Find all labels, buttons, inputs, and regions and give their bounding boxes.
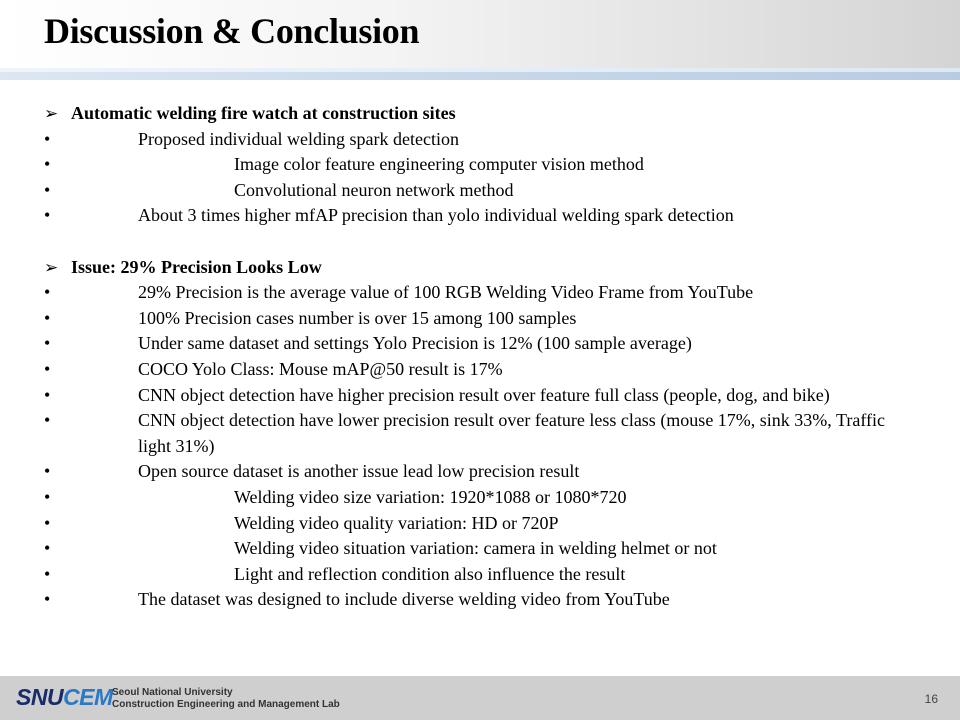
list-item-text: Welding video quality variation: HD or 7… bbox=[234, 512, 559, 533]
slide-body: ➢ Automatic welding fire watch at constr… bbox=[0, 101, 960, 613]
list-item-text: Proposed individual welding spark detect… bbox=[138, 128, 459, 149]
list-item: • The dataset was designed to include di… bbox=[0, 587, 960, 613]
section-heading-text: Automatic welding fire watch at construc… bbox=[71, 103, 456, 123]
list-item-text: About 3 times higher mfAP precision than… bbox=[138, 205, 734, 226]
list-item: • CNN object detection have lower precis… bbox=[0, 408, 960, 459]
bullet-icon: • bbox=[44, 179, 51, 200]
logo-snu-text: SNU bbox=[16, 684, 64, 710]
list-item-text: Open source dataset is another issue lea… bbox=[138, 461, 580, 482]
list-item-text: Image color feature engineering computer… bbox=[234, 154, 644, 175]
list-item: • Welding video quality variation: HD or… bbox=[0, 511, 960, 537]
page-number: 16 bbox=[924, 692, 938, 706]
bullet-icon: • bbox=[44, 358, 51, 379]
list-item-text: Under same dataset and settings Yolo Pre… bbox=[138, 333, 692, 354]
list-item-text: 29% Precision is the average value of 10… bbox=[138, 282, 754, 303]
bullet-icon: • bbox=[44, 410, 51, 431]
spacer bbox=[0, 229, 960, 255]
list-item-text: The dataset was designed to include dive… bbox=[138, 589, 670, 610]
arrow-bullet-icon: ➢ bbox=[44, 104, 59, 123]
list-item-text: 100% Precision cases number is over 15 a… bbox=[138, 307, 577, 328]
snucem-logo: SNUCEM bbox=[16, 684, 113, 711]
bullet-icon: • bbox=[44, 205, 51, 226]
bullet-icon: • bbox=[44, 512, 51, 533]
list-item: • 100% Precision cases number is over 15… bbox=[0, 306, 960, 332]
section-heading-precision-issue: ➢ Issue: 29% Precision Looks Low bbox=[0, 255, 960, 281]
bullet-icon: • bbox=[44, 333, 51, 354]
section-heading-automatic-fire-watch: ➢ Automatic welding fire watch at constr… bbox=[0, 101, 960, 127]
list-item: • Open source dataset is another issue l… bbox=[0, 459, 960, 485]
slide-header: Discussion & Conclusion bbox=[0, 0, 960, 70]
bullet-icon: • bbox=[44, 384, 51, 405]
list-item: • About 3 times higher mfAP precision th… bbox=[0, 203, 960, 229]
bullet-icon: • bbox=[44, 154, 51, 175]
list-item-text: CNN object detection have lower precisio… bbox=[138, 410, 885, 456]
logo-subtitle-line1: Seoul National University bbox=[112, 687, 233, 698]
section-heading-text: Issue: 29% Precision Looks Low bbox=[71, 256, 322, 277]
list-item-text: Welding video size variation: 1920*1088 … bbox=[234, 486, 627, 507]
list-item-text: Welding video situation variation: camer… bbox=[234, 538, 717, 559]
logo-subtitle-line2: Construction Engineering and Management … bbox=[112, 699, 340, 710]
bullet-icon: • bbox=[44, 589, 51, 610]
list-item: • Welding video situation variation: cam… bbox=[0, 536, 960, 562]
list-item: • Under same dataset and settings Yolo P… bbox=[0, 331, 960, 357]
list-item: • Welding video size variation: 1920*108… bbox=[0, 485, 960, 511]
bullet-icon: • bbox=[44, 282, 51, 303]
slide-footer: SNUCEM Seoul National University Constru… bbox=[0, 676, 960, 720]
bullet-icon: • bbox=[44, 538, 51, 559]
bullet-icon: • bbox=[44, 461, 51, 482]
logo-cem-text: CEM bbox=[63, 684, 113, 710]
list-item: • Light and reflection condition also in… bbox=[0, 562, 960, 588]
title-accent-highlight bbox=[0, 68, 960, 72]
bullet-icon: • bbox=[44, 563, 51, 584]
list-item: • CNN object detection have higher preci… bbox=[0, 383, 960, 409]
bullet-icon: • bbox=[44, 307, 51, 328]
list-item: • Convolutional neuron network method bbox=[0, 178, 960, 204]
slide-title: Discussion & Conclusion bbox=[44, 11, 420, 51]
bullet-icon: • bbox=[44, 486, 51, 507]
list-item: • Image color feature engineering comput… bbox=[0, 152, 960, 178]
list-item-text: Light and reflection condition also infl… bbox=[234, 563, 626, 584]
logo-subtitle: Seoul National University Construction E… bbox=[112, 687, 340, 711]
list-item-text: CNN object detection have higher precisi… bbox=[138, 384, 830, 405]
list-item: • COCO Yolo Class: Mouse mAP@50 result i… bbox=[0, 357, 960, 383]
list-item: • 29% Precision is the average value of … bbox=[0, 280, 960, 306]
list-item: • Proposed individual welding spark dete… bbox=[0, 127, 960, 153]
arrow-bullet-icon: ➢ bbox=[44, 257, 59, 277]
list-item-text: COCO Yolo Class: Mouse mAP@50 result is … bbox=[138, 358, 503, 379]
bullet-icon: • bbox=[44, 128, 51, 149]
list-item-text: Convolutional neuron network method bbox=[234, 179, 514, 200]
